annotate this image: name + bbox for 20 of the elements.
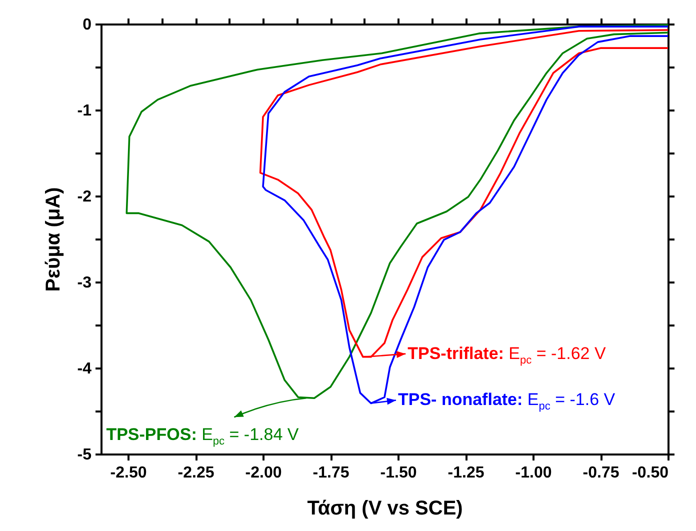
- y-tick-label: -4: [77, 360, 92, 378]
- x-tick-label: -2.25: [178, 464, 214, 482]
- y-tick-label: -2: [77, 188, 92, 206]
- x-tick-label: -1.75: [312, 464, 350, 482]
- x-axis-title: Τάση (V vs SCE): [307, 498, 463, 520]
- x-tick-label: -0.75: [582, 464, 620, 482]
- x-tick-label: -2.50: [110, 464, 147, 482]
- annotation: TPS- nonaflate: E$_{pc}$ = -1.6 V: [398, 390, 616, 413]
- y-axis-title: Ρεύμα (μA): [42, 187, 64, 292]
- x-tick-label: -1.00: [515, 464, 552, 482]
- x-tick-label: -2.00: [245, 464, 282, 482]
- y-tick-label: -1: [77, 102, 92, 120]
- x-tick-label: -1.50: [380, 464, 417, 482]
- x-tick-label: -1.25: [448, 464, 484, 482]
- x-tick-label: -0.50: [632, 464, 669, 482]
- y-tick-label: -3: [77, 274, 92, 292]
- annotation: TPS-triflate: E$_{pc}$ = -1.62 V: [408, 344, 606, 366]
- y-tick-label: 0: [82, 16, 92, 34]
- annotation: TPS-PFOS: E$_{pc}$ = -1.84 V: [106, 425, 299, 448]
- y-tick-label: -5: [77, 446, 92, 464]
